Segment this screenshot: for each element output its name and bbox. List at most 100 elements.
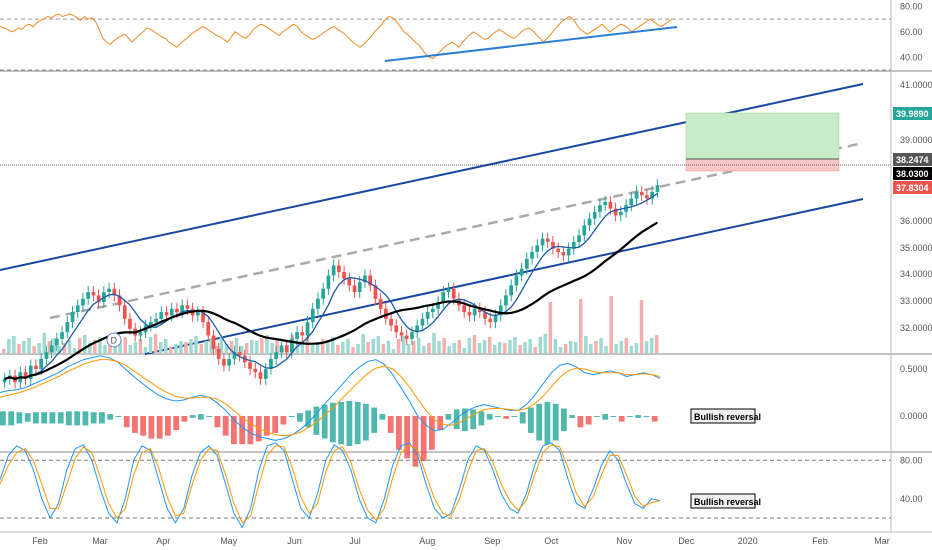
channel-upper-line [0,83,864,271]
candle-body [23,372,28,379]
volume-bar [589,344,593,353]
candle-body [608,201,613,209]
volume-bar [599,338,603,353]
volume-bar [376,336,381,353]
macd-histogram-bar [346,401,353,447]
price-panel[interactable]: D [0,83,891,389]
candle-body [498,305,503,316]
volume-bar [487,337,492,353]
candle-body [326,275,331,289]
volume-bar [498,342,502,353]
volume-bar [528,339,532,353]
candle-body [634,191,639,199]
candle-body [316,298,320,309]
price-tick-label: 33.0000 [900,296,932,306]
volume-bar [27,338,31,353]
macd-histogram-bar [643,416,650,417]
volume-bar [508,340,512,353]
candle-body [2,378,7,383]
macd-panel[interactable]: Bullish reversal [0,355,761,467]
candle-body [331,265,336,276]
rsi-tick-label: 80.00 [900,1,923,11]
volume-bar [305,337,310,353]
candle-body [572,242,576,249]
macd-histogram-bar [363,403,369,441]
macd-histogram-bar [585,416,592,425]
volume-bar [22,341,26,353]
macd-histogram-bar [486,414,493,420]
channel-midline [49,141,864,320]
volume-bar [133,342,138,353]
time-axis-label: Mar [874,536,890,546]
candle-body [446,288,451,292]
candle-body [117,295,122,306]
macd-histogram-bar [396,416,402,450]
macd-histogram-bar [569,415,576,418]
volume-bar [250,340,254,353]
candle-body [436,302,440,309]
volume-bar [174,344,178,353]
volume-bar [148,337,153,353]
macd-histogram-bar [420,416,427,462]
price-tag-box [893,181,932,194]
candle-body [425,312,430,319]
volume-bar [422,346,426,353]
candle-body [201,312,205,323]
volume-bar [153,334,158,353]
candle-body [107,288,111,292]
volume-bar [234,338,239,353]
volume-bar [179,341,183,353]
candle-body [321,288,325,299]
candle-body [227,358,231,366]
volume-bar [649,338,654,353]
macd-histogram-bar [140,416,147,436]
volume-bar [158,342,163,353]
volume-bar [634,343,639,353]
volume-bar [381,344,386,353]
volume-bar [184,342,188,353]
volume-bar [654,335,659,353]
candle-body [310,308,315,323]
stoch-annotation-label: Bullish reversal [694,497,761,507]
stochastic-panel[interactable]: Bullish reversal [0,442,891,529]
volume-bar [93,340,97,353]
macd-histogram-bar [519,412,526,424]
volume-bar [270,343,274,353]
volume-bar [437,341,441,353]
rsi-panel[interactable] [0,13,891,71]
macd-histogram-bar [371,407,378,433]
time-axis-label: Mar [92,536,108,546]
candle-body [525,258,529,269]
candle-body [535,245,540,252]
volume-bar [518,345,522,353]
candle-body [441,292,446,303]
candle-body [185,305,190,309]
candle-body [556,248,560,252]
volume-bar [138,339,143,353]
macd-histogram-bar [16,412,23,424]
volume-bar [427,343,431,353]
candle-body [373,285,378,299]
candle-body [561,252,566,256]
macd-histogram-bar [222,416,229,436]
volume-bar [477,343,482,353]
candle-body [263,368,268,379]
macd-histogram-bar [33,412,39,424]
candle-body [478,308,482,313]
volume-bar [568,341,573,353]
volume-bar [614,344,618,353]
macd-histogram-bar [165,416,171,436]
candle-body [415,325,419,333]
macd-histogram-bar [272,416,279,433]
macd-histogram-bar [379,414,386,420]
candle-body [566,248,571,256]
macd-histogram-bar [536,403,543,441]
volume-bar [194,336,198,353]
volume-bar [457,340,461,353]
candle-body [598,205,602,212]
candle-body [122,305,127,319]
candle-body [509,285,513,296]
volume-bar [72,348,77,353]
